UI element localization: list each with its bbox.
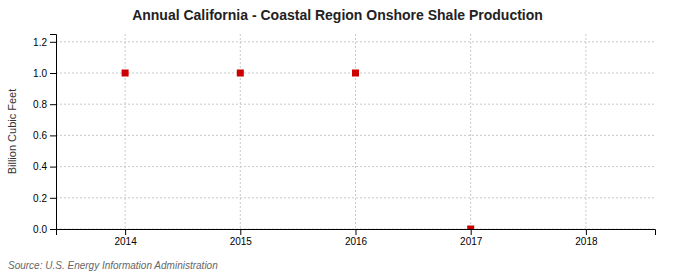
point xyxy=(467,226,474,230)
x-tick: 2018 xyxy=(575,229,598,247)
y-tick-label: 0.2 xyxy=(33,193,47,204)
x-tick-label: 2015 xyxy=(230,236,253,247)
y-tick: 1.2 xyxy=(33,37,56,48)
x-tick-mark xyxy=(586,229,587,235)
chart-svg: 2014 2015 2016 2017 2018 0.0 0.2 0.4 0.6 0.8 1.0 1.… xyxy=(0,0,675,275)
y-tick: 0.8 xyxy=(33,99,56,110)
y-tick-mark xyxy=(50,135,56,136)
x-tick: 2015 xyxy=(230,229,253,247)
x-axis-line xyxy=(57,230,656,236)
grid-line-x xyxy=(355,34,356,229)
y-tick-label: 0.6 xyxy=(33,130,47,141)
grid-line-x xyxy=(240,34,241,229)
source-note: Source: U.S. Energy Information Administ… xyxy=(8,260,218,271)
y-tick-label: 0.0 xyxy=(33,224,47,235)
y-tick-label: 1.0 xyxy=(33,68,47,79)
y-tick: 0.0 xyxy=(33,224,56,235)
x-tick-label: 2017 xyxy=(460,236,483,247)
x-tick-mark xyxy=(240,229,241,235)
y-tick-mark xyxy=(50,198,56,199)
point xyxy=(122,70,129,77)
x-tick-mark xyxy=(471,229,472,235)
x-tick-label: 2018 xyxy=(575,236,598,247)
grid-line-x xyxy=(470,34,471,229)
point xyxy=(352,70,359,77)
x-tick: 2014 xyxy=(114,229,137,247)
y-tick-label: 0.8 xyxy=(33,99,47,110)
y-tick-mark xyxy=(50,104,56,105)
y-tick: 0.4 xyxy=(33,161,56,172)
y-tick: 0.2 xyxy=(33,193,56,204)
y-tick-label: 1.2 xyxy=(33,37,47,48)
grid-line-x xyxy=(585,34,586,229)
y-tick: 1.0 xyxy=(33,68,56,79)
points xyxy=(122,70,475,230)
x-tick-label: 2016 xyxy=(345,236,368,247)
x-tick: 2016 xyxy=(345,229,368,247)
grid-line-x xyxy=(125,34,126,229)
y-tick-label: 0.4 xyxy=(33,161,47,172)
y-tick-mark xyxy=(50,229,56,230)
title: Annual California - Coastal Region Onsho… xyxy=(132,7,543,23)
x-axis: 2014 2015 2016 2017 2018 xyxy=(57,229,656,247)
x-tick-mark xyxy=(125,229,126,235)
point xyxy=(237,70,244,77)
y-axis: 0.0 0.2 0.4 0.6 0.8 1.0 1.2 xyxy=(33,35,56,235)
grid xyxy=(56,34,655,229)
y-tick-mark xyxy=(50,167,56,168)
x-tick-label: 2014 xyxy=(114,236,137,247)
x-tick: 2017 xyxy=(460,229,483,247)
x-tick-mark xyxy=(356,229,357,235)
y-tick-mark xyxy=(50,73,56,74)
y-tick: 0.6 xyxy=(33,130,56,141)
y-tick-mark xyxy=(50,42,56,43)
y-axis-title: Billion Cubic Feet xyxy=(6,89,18,175)
y-axis-line xyxy=(50,35,57,230)
